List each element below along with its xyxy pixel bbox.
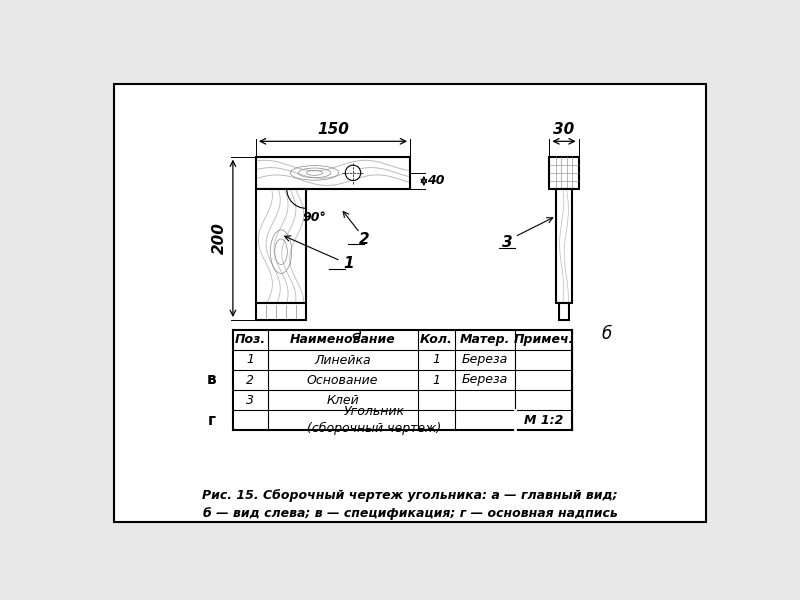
Text: Наименование: Наименование: [290, 334, 395, 346]
Text: 2: 2: [358, 232, 369, 247]
Text: г: г: [207, 413, 215, 428]
Text: Примеч.: Примеч.: [514, 334, 574, 346]
Text: Кол.: Кол.: [420, 334, 453, 346]
Text: в: в: [206, 373, 216, 388]
Text: 40: 40: [427, 175, 445, 187]
Text: Матер.: Матер.: [459, 334, 510, 346]
Text: Основание: Основание: [307, 373, 378, 386]
Text: 3: 3: [246, 394, 254, 407]
Text: 1: 1: [432, 373, 440, 386]
Bar: [556, 189, 572, 303]
Text: Угольник
(сборочный чертеж): Угольник (сборочный чертеж): [306, 405, 441, 435]
FancyBboxPatch shape: [114, 83, 706, 523]
Text: 2: 2: [246, 373, 254, 386]
Text: Клей: Клей: [326, 394, 359, 407]
Text: 1: 1: [343, 256, 354, 271]
Text: 30: 30: [554, 122, 574, 137]
Text: Рис. 15. Сборочный чертеж угольника: а — главный вид;
б — вид слева; в — специфи: Рис. 15. Сборочный чертеж угольника: а —…: [202, 489, 618, 520]
Bar: [256, 157, 410, 189]
Text: М 1:2: М 1:2: [524, 413, 563, 427]
Text: 200: 200: [212, 223, 226, 254]
Text: Береза: Береза: [462, 373, 508, 386]
Text: 3: 3: [502, 235, 512, 250]
Circle shape: [346, 165, 361, 181]
Text: Береза: Береза: [462, 353, 508, 367]
Bar: [256, 189, 306, 303]
Text: а: а: [351, 325, 362, 343]
Text: 90°: 90°: [302, 211, 326, 224]
Text: 1: 1: [432, 353, 440, 367]
Text: Поз.: Поз.: [234, 334, 266, 346]
Text: Линейка: Линейка: [314, 353, 371, 367]
Text: б: б: [602, 325, 611, 343]
Bar: [256, 303, 306, 320]
Text: 1: 1: [246, 353, 254, 367]
Bar: [550, 157, 578, 189]
Bar: [558, 303, 570, 320]
Text: 150: 150: [317, 122, 349, 137]
